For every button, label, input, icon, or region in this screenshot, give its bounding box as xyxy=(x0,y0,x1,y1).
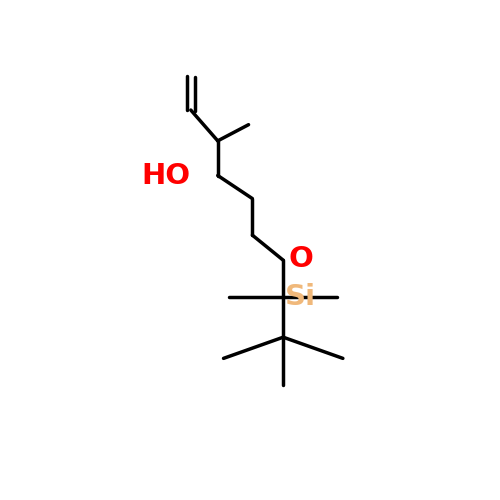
Text: O: O xyxy=(288,246,313,274)
Text: Si: Si xyxy=(285,283,316,311)
Text: HO: HO xyxy=(141,162,190,190)
